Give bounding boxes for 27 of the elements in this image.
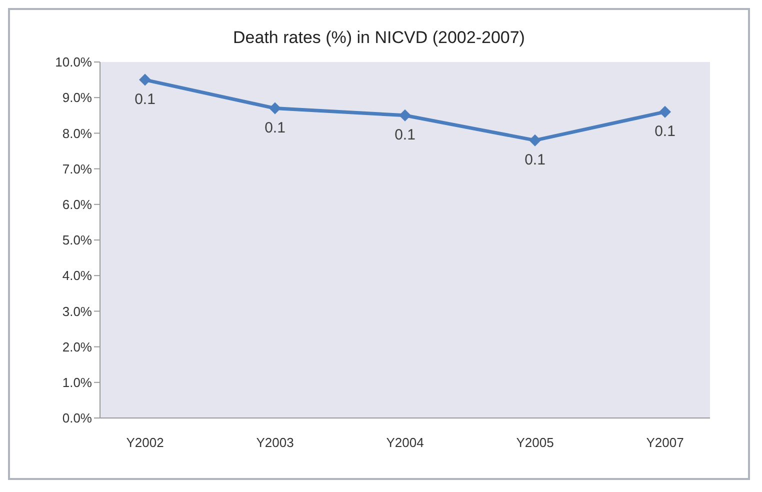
x-tick-label: Y2005 — [516, 435, 554, 450]
point — [269, 102, 281, 114]
y-tick-label: 5.0% — [62, 232, 92, 248]
y-tick-label: 4.0% — [62, 268, 92, 284]
y-tick-label: 1.0% — [62, 375, 92, 390]
data-label: 0.1 — [264, 119, 286, 136]
point — [399, 109, 411, 122]
y-tick-label: 7.0% — [62, 161, 92, 176]
data-label: 0.1 — [524, 151, 546, 168]
data-label: 0.1 — [134, 90, 156, 108]
point — [529, 134, 541, 146]
x-tick-label: Y2007 — [646, 435, 684, 450]
data-label: 0.1 — [394, 126, 416, 144]
y-tick-label: 9.0% — [62, 90, 92, 106]
point — [139, 74, 151, 86]
x-tick-label: Y2003 — [256, 435, 294, 450]
y-tick-label: 8.0% — [62, 126, 92, 141]
y-tick-label: 6.0% — [62, 197, 92, 212]
chart-title: Death rates (%) in NICVD (2002-2007) — [232, 28, 526, 48]
y-tick-label: 0.0% — [62, 410, 92, 426]
y-tick-label: 2.0% — [62, 339, 92, 354]
x-tick-label: Y2004 — [386, 435, 424, 450]
y-tick-label: 3.0% — [62, 304, 92, 319]
x-tick-label: Y2002 — [126, 435, 164, 450]
data-label: 0.1 — [654, 122, 676, 140]
point — [659, 106, 671, 118]
y-tick-label: 10.0% — [55, 54, 92, 70]
